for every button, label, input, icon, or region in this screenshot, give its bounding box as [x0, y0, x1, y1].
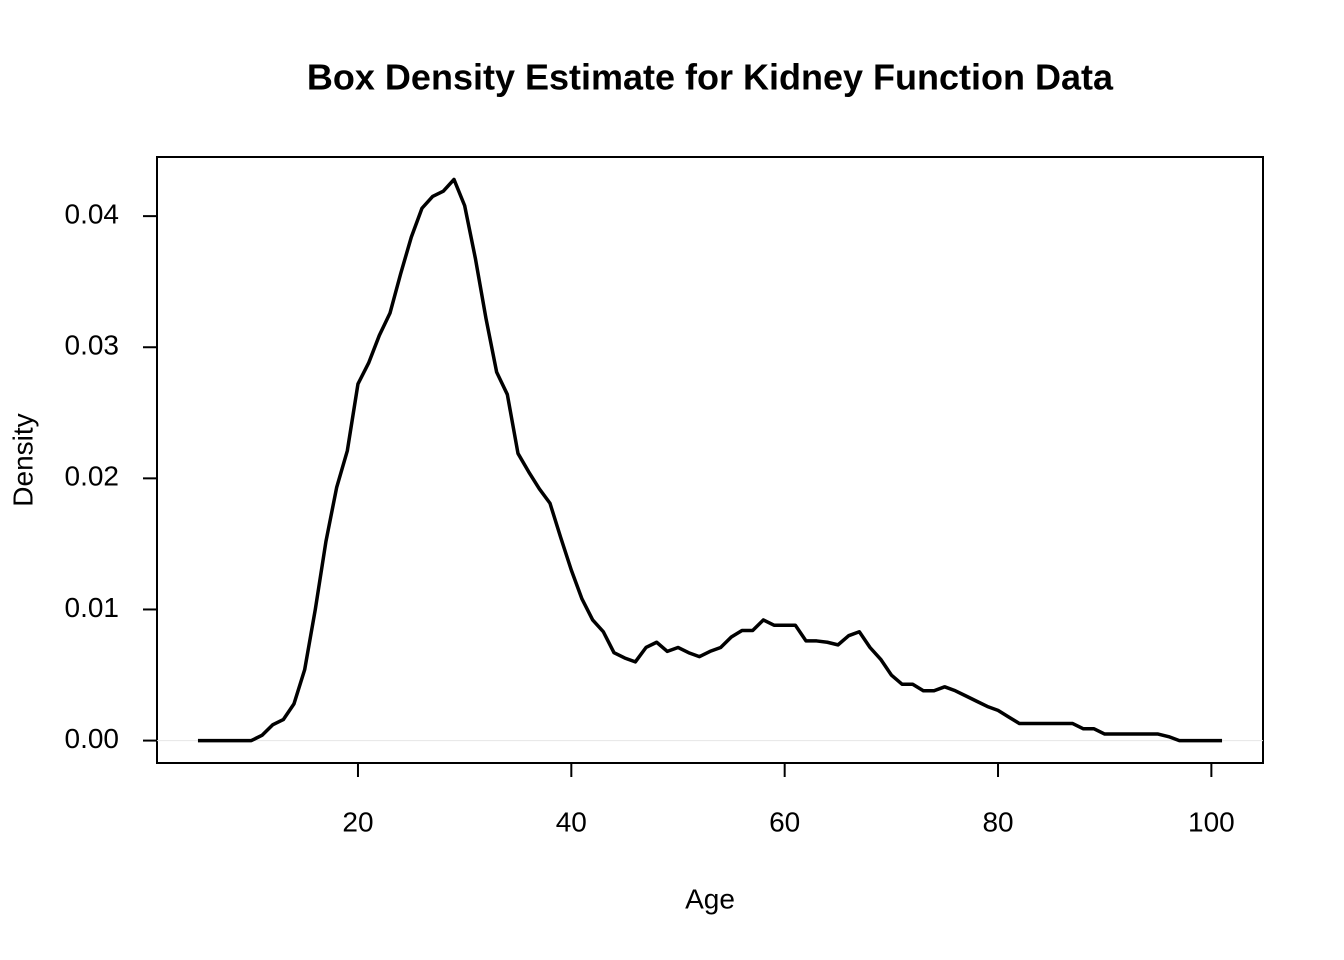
- x-tick-label: 100: [1188, 806, 1235, 837]
- y-tick-label: 0.03: [65, 330, 120, 361]
- y-tick-label: 0.01: [65, 592, 120, 623]
- x-tick-label: 20: [342, 806, 373, 837]
- y-tick-label: 0.00: [65, 723, 120, 754]
- plot-frame: [156, 156, 1264, 764]
- x-axis-label: Age: [685, 883, 735, 914]
- x-tick-label: 60: [769, 806, 800, 837]
- y-tick-label: 0.02: [65, 461, 120, 492]
- x-tick-label: 40: [556, 806, 587, 837]
- y-tick-label: 0.04: [65, 199, 120, 230]
- x-tick-label: 80: [982, 806, 1013, 837]
- y-axis-label: Density: [7, 413, 38, 506]
- density-line: [197, 177, 1223, 743]
- chart-title: Box Density Estimate for Kidney Function…: [307, 57, 1114, 98]
